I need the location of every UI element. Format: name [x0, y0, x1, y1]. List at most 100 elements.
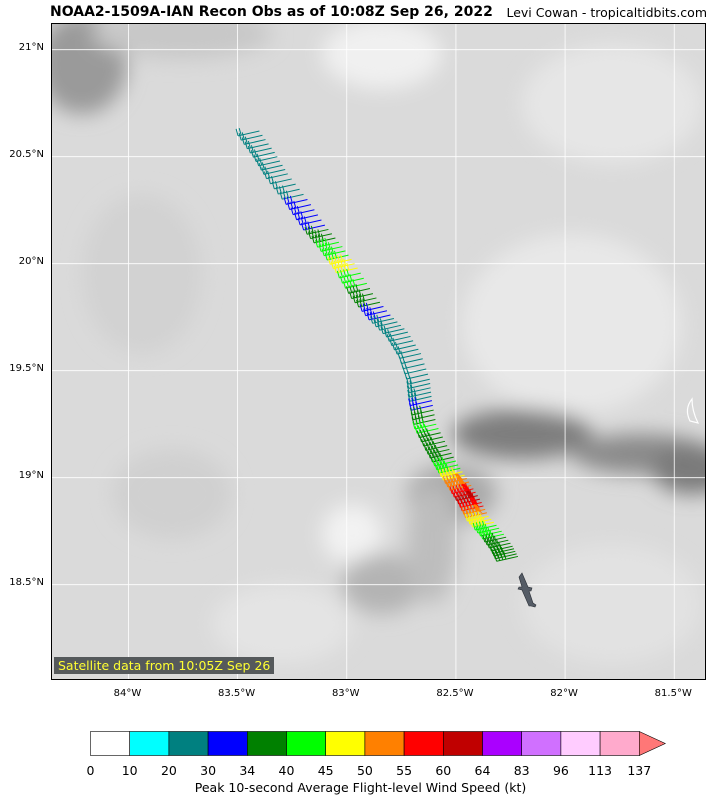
satellite-cloud-texture	[52, 24, 705, 664]
colorbar-segment	[207, 731, 248, 756]
colorbar-tick-label: 83	[513, 763, 530, 778]
wind-barb	[407, 388, 432, 398]
colorbar-tick-label: 40	[278, 763, 295, 778]
wind-barb	[391, 342, 416, 351]
map-title: NOAA2-1509A-IAN Recon Obs as of 10:08Z S…	[50, 4, 493, 20]
wind-barb	[275, 185, 300, 195]
wind-barb	[363, 307, 388, 317]
wind-barb	[457, 496, 482, 508]
lat-tick-label: 21°N	[18, 41, 44, 53]
wind-barb	[380, 325, 405, 335]
lon-tick-label: 83.5°W	[218, 688, 256, 699]
colorbar-segment	[560, 731, 601, 756]
wind-barb	[267, 175, 292, 185]
colorbar-segment	[325, 731, 366, 756]
wind-barb	[321, 246, 346, 257]
wind-barb	[261, 166, 286, 175]
wind-barb	[386, 333, 411, 342]
wind-barb	[370, 314, 395, 324]
colorbar-tick-label: 113	[588, 763, 613, 778]
colorbar-tick-label: 137	[627, 763, 652, 778]
colorbar-tick-label: 96	[552, 763, 569, 778]
colorbar-segment	[482, 731, 523, 756]
wind-barb	[304, 225, 329, 235]
wind-barb	[253, 153, 278, 163]
colorbar-tick-label: 20	[160, 763, 177, 778]
lon-tick-label: 82°W	[550, 688, 578, 699]
colorbar-tick-label: 0	[86, 763, 95, 778]
lat-tick-label: 20.5°N	[9, 148, 44, 160]
wind-barb	[445, 476, 470, 488]
lat-lon-grid	[52, 24, 705, 679]
wind-barb	[359, 302, 384, 312]
colorbar	[90, 731, 667, 756]
wind-barb	[352, 293, 377, 304]
lat-tick-label: 19°N	[18, 469, 44, 481]
wind-barb	[287, 200, 312, 210]
wind-barb	[258, 162, 283, 171]
lon-tick-label: 83°W	[331, 688, 360, 699]
wind-barb	[407, 392, 432, 402]
colorbar-segment	[286, 731, 327, 756]
wind-barb	[406, 380, 431, 389]
wind-barb	[241, 136, 266, 145]
wind-barb	[311, 233, 336, 244]
colorbar-tick-label: 60	[435, 763, 452, 778]
lat-tick-label: 19.5°N	[9, 362, 44, 374]
wind-barb	[494, 552, 519, 562]
wind-barb	[271, 181, 296, 190]
lon-tick-label: 82.5°W	[436, 688, 474, 699]
colorbar-segment	[521, 731, 562, 756]
colorbar-title: Peak 10-second Average Flight-level Wind…	[194, 780, 527, 795]
cayman-island-outline	[686, 397, 700, 424]
wind-barb	[308, 229, 333, 240]
colorbar-tick-label: 64	[474, 763, 491, 778]
wind-barb	[356, 298, 381, 308]
colorbar-segment	[90, 731, 131, 756]
wind-barb	[405, 376, 430, 385]
colorbar-tick-label: 34	[239, 763, 256, 778]
wind-barb	[290, 206, 315, 216]
colorbar-tick-label: 10	[121, 763, 138, 778]
colorbar-segment	[403, 731, 444, 756]
wind-barb	[235, 128, 260, 137]
wind-barb	[377, 322, 402, 331]
colorbar-segment	[599, 731, 640, 756]
credit-label: Levi Cowan - tropicaltidbits.com	[506, 5, 707, 20]
colorbar-tick-label: 55	[396, 763, 413, 778]
wind-barb	[244, 140, 269, 150]
wind-barb	[263, 170, 288, 180]
lat-tick-label: 18.5°N	[9, 576, 44, 588]
satellite-timestamp: Satellite data from 10:05Z Sep 26	[54, 657, 275, 674]
wind-barb	[406, 384, 431, 394]
map-canvas	[52, 24, 705, 679]
lon-tick-label: 84°W	[113, 688, 142, 699]
wind-barb	[394, 346, 419, 355]
wind-barb	[301, 221, 326, 231]
colorbar-segment	[442, 731, 483, 756]
wind-barb	[238, 132, 263, 141]
map-panel[interactable]	[51, 23, 706, 680]
aircraft-icon	[517, 572, 537, 608]
wind-barb	[283, 195, 308, 205]
wind-barb	[373, 318, 398, 328]
wind-barbs	[235, 128, 519, 562]
wind-barb	[349, 289, 374, 299]
colorbar-segment	[364, 731, 405, 756]
wind-barb	[366, 311, 391, 321]
colorbar-tick-label: 50	[356, 763, 373, 778]
lat-tick-label: 20°N	[18, 255, 44, 267]
wind-barb	[384, 329, 408, 338]
wind-barb	[250, 149, 275, 158]
wind-barb	[247, 145, 272, 154]
wind-barb	[294, 211, 319, 221]
wind-barb	[423, 441, 448, 451]
colorbar-segment	[168, 731, 209, 756]
wind-barb	[315, 237, 340, 248]
wind-barb	[297, 216, 322, 226]
colorbar-tick-label: 30	[200, 763, 217, 778]
colorbar-tick-label: 45	[317, 763, 334, 778]
colorbar-segment	[129, 731, 170, 756]
wind-barb	[346, 284, 371, 294]
wind-barb	[389, 337, 414, 347]
